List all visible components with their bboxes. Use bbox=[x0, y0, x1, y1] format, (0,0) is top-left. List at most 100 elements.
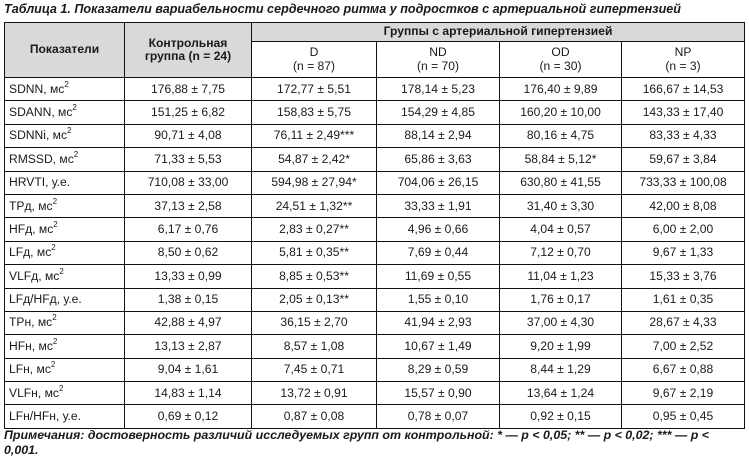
table-cell: 178,14 ± 5,23 bbox=[376, 76, 500, 102]
table-cell: 9,67 ± 2,19 bbox=[620, 381, 746, 406]
row-label-text: HFн, мс bbox=[9, 338, 53, 353]
row-label-sup: 2 bbox=[73, 149, 79, 159]
table-cell: 176,88 ± 7,75 bbox=[124, 76, 252, 102]
table-cell: 0,78 ± 0,07 bbox=[376, 404, 500, 429]
row-label-text: HFд, мс bbox=[9, 221, 54, 236]
group-n: (n = 70) bbox=[416, 58, 459, 73]
table-cell: 6,17 ± 0,76 bbox=[124, 217, 252, 242]
header-group-title: Группы с артериальной гипертензией bbox=[250, 22, 746, 42]
table-cell: 13,64 ± 1,24 bbox=[499, 381, 622, 406]
table-cell: 8,44 ± 1,29 bbox=[499, 357, 622, 383]
table-cell: 6,67 ± 0,88 bbox=[620, 357, 746, 383]
table-row: SDNN, мс2 176,88 ± 7,75 172,77 ± 5,51 178,1… bbox=[4, 76, 746, 102]
header-group-d: D (n = 87) bbox=[251, 41, 377, 78]
table-cell: 10,67 ± 1,49 bbox=[376, 334, 500, 359]
table-cell: 8,57 ± 1,08 bbox=[251, 334, 377, 359]
table-row: LFн, мс2 9,04 ± 1,61 7,45 ± 0,71 8,29 ± 0,5… bbox=[4, 357, 746, 383]
row-label: LFн/HFн, у.е. bbox=[4, 404, 125, 429]
table-cell: 160,20 ± 10,00 bbox=[499, 100, 622, 125]
row-label-sup: 2 bbox=[59, 266, 64, 276]
table-row: HFд, мс2 6,17 ± 0,76 2,83 ± 0,27** 4,96 ± 0… bbox=[4, 217, 746, 242]
table-cell: 37,00 ± 4,30 bbox=[499, 310, 622, 336]
table-cell: 88,14 ± 2,94 bbox=[376, 123, 500, 149]
table-cell: 13,13 ± 2,87 bbox=[124, 334, 252, 359]
table-cell: 7,12 ± 0,70 bbox=[499, 240, 622, 266]
row-label-sup: 2 bbox=[72, 102, 77, 112]
table-cell: 5,81 ± 0,35** bbox=[251, 240, 377, 266]
table-cell: 9,67 ± 1,33 bbox=[620, 240, 746, 266]
row-label-sup: 2 bbox=[51, 243, 56, 253]
row-label: SDNNi, мс2 bbox=[4, 123, 125, 149]
table-cell: 4,96 ± 0,66 bbox=[376, 217, 500, 242]
row-label-text: SDNN, мс bbox=[9, 81, 65, 96]
row-label-text: SDNNi, мс bbox=[9, 128, 68, 143]
row-label-sup: 2 bbox=[52, 336, 58, 346]
table-cell: 8,50 ± 0,62 bbox=[124, 240, 252, 266]
group-name: OD bbox=[551, 45, 570, 60]
table-cell: 0,69 ± 0,12 bbox=[124, 404, 252, 429]
table-row: HFн, мс2 13,13 ± 2,87 8,57 ± 1,08 10,67 ± 1… bbox=[4, 334, 746, 359]
row-label: VLFд, мс2 bbox=[4, 264, 125, 289]
table-cell: 15,57 ± 0,90 bbox=[376, 381, 500, 406]
table-cell: 58,84 ± 5,12* bbox=[499, 147, 622, 172]
row-label: SDNN, мс2 bbox=[4, 76, 125, 102]
table-cell: 1,76 ± 0,17 bbox=[499, 287, 622, 312]
header-indicator: Показатели bbox=[4, 22, 125, 78]
row-label-text: RMSSD, мс bbox=[9, 151, 74, 166]
group-n: (n = 30) bbox=[539, 58, 582, 73]
row-label: TPн, мс2 bbox=[4, 310, 125, 336]
group-name: NP bbox=[674, 45, 692, 60]
table-cell: 11,69 ± 0,55 bbox=[376, 264, 500, 289]
table-cell: 166,67 ± 14,53 bbox=[620, 76, 746, 102]
table-cell: 42,88 ± 4,97 bbox=[124, 310, 252, 336]
table-cell: 0,95 ± 0,45 bbox=[620, 404, 746, 429]
table-cell: 7,00 ± 2,52 bbox=[620, 334, 746, 359]
header-group-od: OD (n = 30) bbox=[499, 41, 622, 78]
row-label-text: LFд/HFд, у.е. bbox=[9, 292, 82, 307]
table-cell: 158,83 ± 5,75 bbox=[251, 100, 377, 125]
table-row: TPн, мс2 42,88 ± 4,97 36,15 ± 2,70 41,94 ± … bbox=[4, 310, 746, 336]
table-row: SDNNi, мс2 90,71 ± 4,08 76,11 ± 2,49*** 88,… bbox=[4, 123, 746, 149]
table-cell: 14,83 ± 1,14 bbox=[124, 381, 252, 406]
table-cell: 24,51 ± 1,32** bbox=[251, 193, 377, 219]
header-control-label: Контрольная группа (n = 24) bbox=[144, 35, 232, 63]
row-label: SDANN, мс2 bbox=[4, 100, 125, 125]
table-cell: 704,06 ± 26,15 bbox=[376, 170, 500, 195]
table-cell: 13,33 ± 0,99 bbox=[124, 264, 252, 289]
group-n: (n = 87) bbox=[292, 58, 335, 73]
row-label-text: HRVTI, у.е. bbox=[9, 175, 71, 190]
table-cell: 80,16 ± 4,75 bbox=[499, 123, 622, 149]
table-caption: Таблица 1. Показатели вариабельности сер… bbox=[4, 2, 681, 16]
table-cell: 11,04 ± 1,23 bbox=[499, 264, 622, 289]
table-cell: 154,29 ± 4,85 bbox=[376, 100, 500, 125]
table-cell: 6,00 ± 2,00 bbox=[620, 217, 746, 242]
table-cell: 9,04 ± 1,61 bbox=[124, 357, 252, 383]
row-label-sup: 2 bbox=[52, 313, 57, 323]
table-cell: 710,08 ± 33,00 bbox=[124, 170, 252, 195]
group-n: (n = 3) bbox=[665, 58, 701, 73]
row-label-sup: 2 bbox=[53, 219, 58, 229]
table-cell: 37,13 ± 2,58 bbox=[124, 193, 252, 219]
table-cell: 54,87 ± 2,42* bbox=[251, 147, 377, 172]
table-cell: 42,00 ± 8,08 bbox=[620, 193, 746, 219]
header-group-nd: ND (n = 70) bbox=[376, 41, 500, 78]
row-label-text: LFд, мс bbox=[9, 245, 52, 260]
row-label-sup: 2 bbox=[58, 383, 64, 393]
group-name: D bbox=[309, 45, 319, 60]
table-cell: 36,15 ± 2,70 bbox=[251, 310, 377, 336]
row-label: VLFн, мс2 bbox=[4, 381, 125, 406]
row-label: HFн, мс2 bbox=[4, 334, 125, 359]
table-cell: 172,77 ± 5,51 bbox=[251, 76, 377, 102]
table-cell: 1,61 ± 0,35 bbox=[620, 287, 746, 312]
table-cell: 33,33 ± 1,91 bbox=[376, 193, 500, 219]
row-label-sup: 2 bbox=[64, 79, 69, 89]
row-label-text: VLFн, мс bbox=[9, 385, 59, 400]
table-cell: 31,40 ± 3,30 bbox=[499, 193, 622, 219]
table-body: SDNN, мс2 176,88 ± 7,75 172,77 ± 5,51 178,1… bbox=[4, 76, 746, 429]
table-cell: 0,92 ± 0,15 bbox=[499, 404, 622, 429]
table-cell: 2,05 ± 0,13** bbox=[251, 287, 377, 312]
table-row: SDANN, мс2 151,25 ± 6,82 158,83 ± 5,75 154,… bbox=[4, 100, 746, 125]
table-cell: 9,20 ± 1,99 bbox=[499, 334, 622, 359]
table-cell: 28,67 ± 4,33 bbox=[620, 310, 746, 336]
table-cell: 59,67 ± 3,84 bbox=[620, 147, 746, 172]
